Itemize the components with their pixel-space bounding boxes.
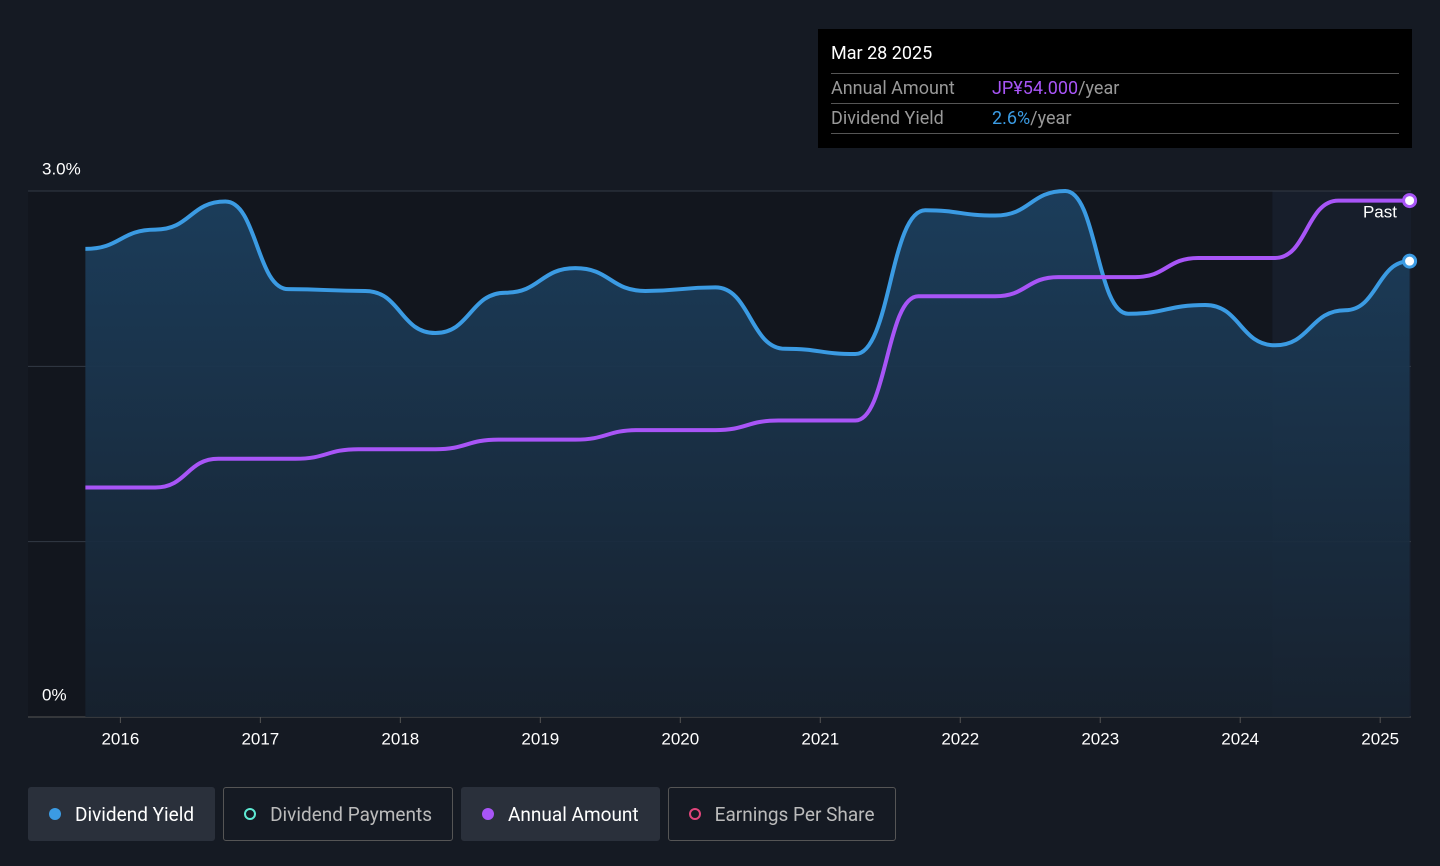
- legend-item[interactable]: Dividend Payments: [223, 787, 454, 841]
- legend-item[interactable]: Earnings Per Share: [667, 787, 896, 841]
- region-label: Past: [1363, 202, 1397, 221]
- x-tick-label: 2022: [941, 729, 979, 748]
- area: [85, 191, 1410, 717]
- y-tick-label: 3.0%: [42, 159, 81, 178]
- legend-label: Dividend Yield: [75, 802, 195, 826]
- x-tick-label: 2020: [661, 729, 699, 748]
- x-tick-label: 2025: [1361, 729, 1399, 748]
- tooltip-value: 2.6%: [992, 108, 1031, 129]
- end-marker: [1402, 253, 1418, 269]
- tooltip: Mar 28 2025 Annual Amount JP¥54.000/year Di…: [818, 29, 1412, 148]
- legend-item[interactable]: Dividend Yield: [28, 787, 216, 841]
- tooltip-row: Dividend Yield 2.6%/year: [831, 104, 1399, 134]
- x-tick-label: 2017: [241, 729, 279, 748]
- legend-label: Dividend Payments: [270, 802, 433, 826]
- legend-dot: [49, 808, 61, 820]
- legend-dot: [244, 808, 257, 820]
- x-tick-label: 2024: [1221, 729, 1259, 748]
- x-tick-label: 2023: [1081, 729, 1119, 748]
- tooltip-suffix: /year: [1078, 78, 1120, 99]
- legend-label: Earnings Per Share: [714, 802, 875, 826]
- legend-dot: [482, 808, 495, 820]
- x-tick-label: 2016: [101, 729, 139, 748]
- tooltip-label: Dividend Yield: [831, 108, 944, 129]
- x-tick-label: 2021: [801, 729, 839, 748]
- end-marker: [1402, 193, 1418, 209]
- tooltip-title: Mar 28 2025: [831, 35, 1399, 74]
- x-tick-label: 2019: [521, 729, 559, 748]
- tooltip-row: Annual Amount JP¥54.000/year: [831, 74, 1399, 104]
- line: [85, 198, 1410, 490]
- tooltip-value: JP¥54.000: [992, 78, 1079, 99]
- line: [85, 188, 1410, 357]
- legend-dot: [688, 808, 701, 820]
- tooltip-label: Annual Amount: [831, 78, 955, 99]
- y-tick-label: 0%: [42, 685, 67, 704]
- tooltip-suffix: /year: [1030, 108, 1072, 129]
- x-tick-label: 2018: [381, 729, 419, 748]
- legend: Dividend Yield Dividend Payments Annual Am…: [28, 787, 896, 841]
- legend-item[interactable]: Annual Amount: [461, 787, 660, 841]
- legend-label: Annual Amount: [508, 802, 639, 826]
